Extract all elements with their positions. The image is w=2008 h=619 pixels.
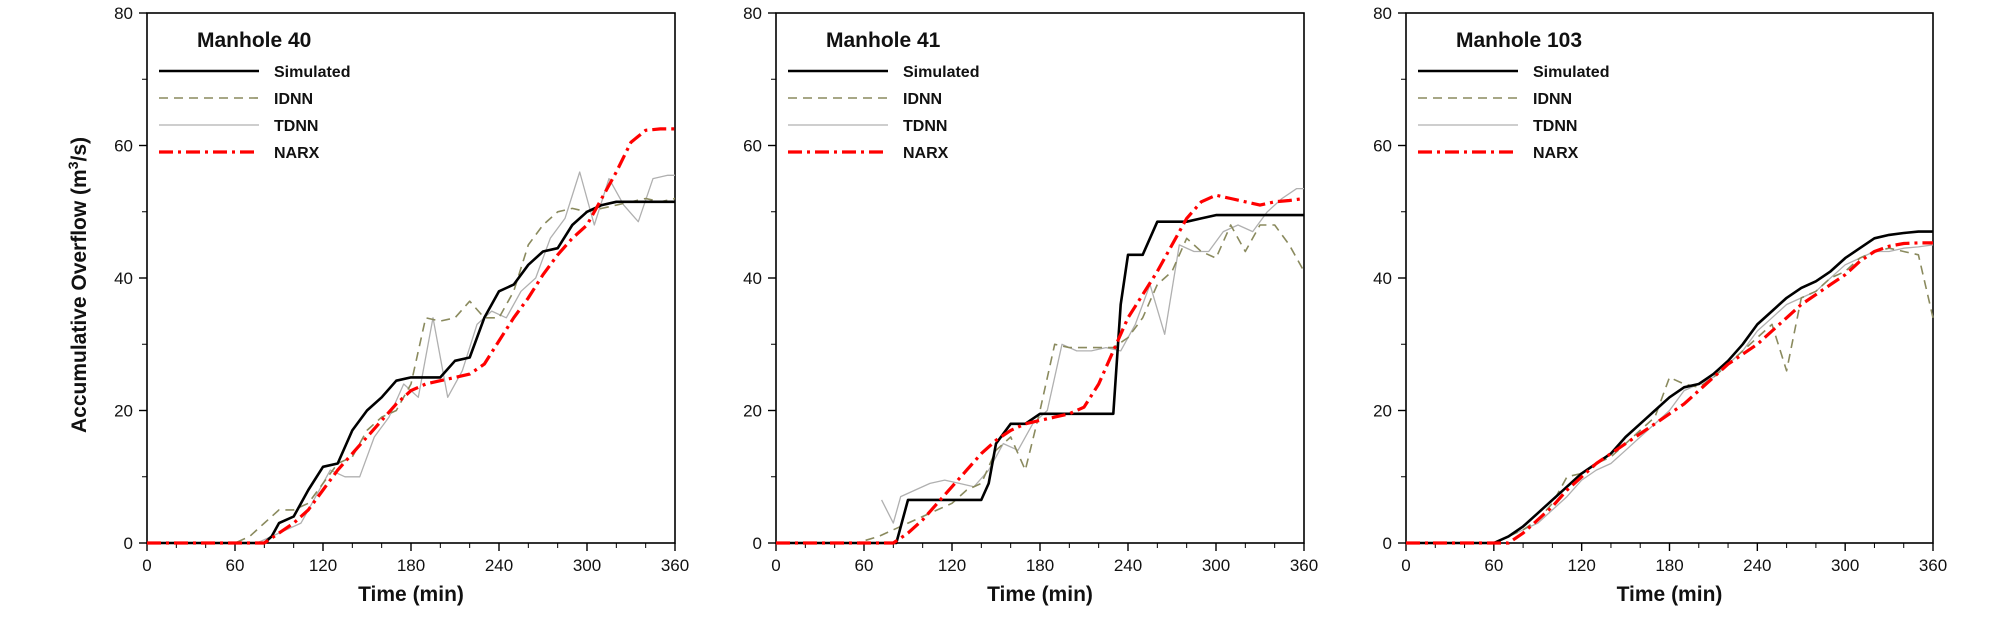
legend-label-simulated: Simulated [903,64,979,81]
legend-label-simulated: Simulated [274,64,350,81]
y-tick-label: 0 [124,534,133,553]
y-tick-label: 40 [114,269,133,288]
legend-label-tdnn: TDNN [274,118,318,135]
x-tick-label: 360 [1919,556,1947,575]
y-tick-label: 80 [743,4,762,23]
y-tick-label: 0 [753,534,762,553]
y-tick-label: 20 [114,402,133,421]
x-tick-label: 360 [661,556,689,575]
x-tick-label: 60 [1484,556,1503,575]
x-tick-label: 120 [309,556,337,575]
series-line-narx [147,127,675,545]
legend-label-tdnn: TDNN [903,118,947,135]
x-tick-label: 240 [1114,556,1142,575]
legend-label-narx: NARX [903,145,949,162]
legend-label-tdnn: TDNN [1533,118,1577,135]
x-tick-label: 0 [1401,556,1410,575]
x-tick-label: 180 [1655,556,1683,575]
legend-label-idnn: IDNN [274,91,313,108]
series-line-idnn [776,224,1305,544]
x-tick-label: 60 [855,556,874,575]
legend-label-simulated: Simulated [1533,64,1609,81]
series-line-tdnn [881,187,1304,524]
chart-panel-3: 0 60 120 180 240 300 360 0 20 40 60 80 Time (min) Man… [1373,4,1947,606]
panel-title: Manhole 103 [1456,29,1582,52]
x-tick-label: 0 [771,556,780,575]
legend-label-idnn: IDNN [903,91,942,108]
series-line-idnn [1406,247,1934,544]
legend-label-idnn: IDNN [1533,91,1572,108]
x-tick-label: 360 [1290,556,1318,575]
y-tick-label: 20 [743,402,762,421]
series-line-narx [776,193,1305,545]
y-tick-label: 60 [1373,137,1392,156]
y-tick-label: 60 [743,137,762,156]
chart-panel-2: 0 60 120 180 240 300 360 0 20 40 60 80 Time (min) Man… [743,4,1318,606]
y-tick-label: 40 [743,269,762,288]
x-tick-label: 0 [142,556,151,575]
legend-label-narx: NARX [1533,145,1579,162]
series-line-simulated [776,213,1304,545]
x-axis-label: Time (min) [1617,583,1723,606]
x-tick-label: 240 [1743,556,1771,575]
x-axis-label: Time (min) [358,583,464,606]
series-line-narx [1406,241,1933,545]
x-tick-label: 180 [1026,556,1054,575]
x-tick-label: 180 [397,556,425,575]
legend-label-narx: NARX [274,145,320,162]
series-line-tdnn [147,171,675,544]
y-tick-label: 80 [114,4,133,23]
plot-frame [775,12,1305,544]
x-tick-label: 240 [485,556,513,575]
x-tick-label: 300 [573,556,601,575]
y-tick-label: 40 [1373,269,1392,288]
x-axis-label: Time (min) [987,583,1093,606]
plot-frame [146,12,676,544]
y-tick-label: 20 [1373,402,1392,421]
series-line-idnn [147,197,676,544]
x-tick-label: 60 [226,556,245,575]
x-tick-label: 300 [1202,556,1230,575]
chart-panel-1: 0 60 120 180 240 300 360 0 20 40 60 80 Time (min) Man… [114,4,689,606]
x-tick-label: 120 [1567,556,1595,575]
y-tick-label: 80 [1373,4,1392,23]
series-line-simulated [147,200,675,545]
series-line-simulated [1406,230,1933,545]
y-tick-label: 60 [114,137,133,156]
y-axis-label: Accumulative Overflow (m3/s) [65,137,91,433]
y-tick-label: 0 [1383,534,1392,553]
panel-title: Manhole 40 [197,29,311,52]
x-tick-label: 300 [1831,556,1859,575]
plot-frame [1405,12,1934,544]
panel-title: Manhole 41 [826,29,941,52]
x-tick-label: 120 [938,556,966,575]
